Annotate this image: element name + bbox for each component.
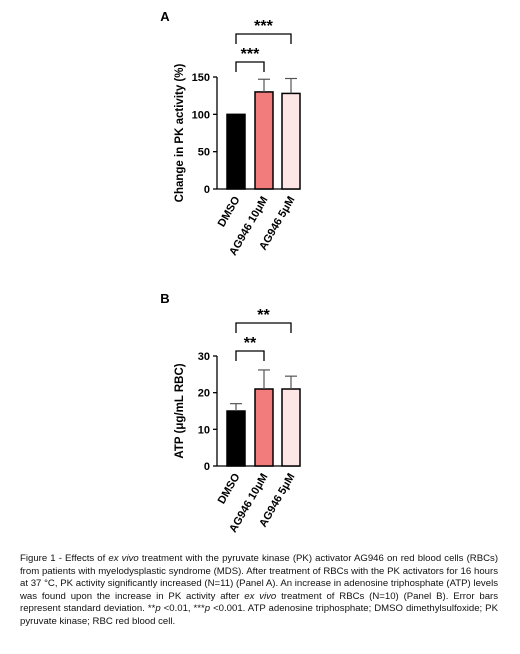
caption-text-2: treatment with the pyruvate kinase (PK) … [20, 553, 499, 602]
panel-b-label: B [160, 291, 169, 306]
panel-a-sig-bracket-1 [235, 61, 265, 72]
caption-italic-p-1: p [155, 603, 161, 615]
panel-a-sig-label-2: *** [254, 18, 273, 35]
panel-b-bar-1 [226, 410, 246, 467]
panel-a-y-tick-label: 50 [198, 147, 210, 159]
panel-a-bar-1 [226, 113, 246, 190]
panel-a-y-tick-label: 0 [204, 184, 210, 196]
panel-a-sig-bracket-2 [235, 33, 292, 44]
caption-italic-ex-vivo-2: ex vivo [244, 590, 277, 602]
panel-b-x-tick-label-1: DMSO [216, 471, 243, 506]
caption-italic-p-2: p [204, 603, 211, 615]
panel-b-bar-2 [254, 388, 274, 467]
panel-a-y-tick-label: 100 [192, 109, 210, 121]
caption-text-5: <0.001. ATP adenosine triphosphate; DMSO… [20, 603, 498, 627]
panel-b-y-tick-label: 30 [198, 351, 210, 363]
figure-caption: Figure 1 - Effects of ex vivo treatment … [20, 553, 498, 629]
panel-b-y-axis-title: ATP (μg/mL RBC) [174, 363, 186, 458]
panel-b-sig-label-2: ** [257, 307, 270, 324]
panel-b-y-tick-label: 10 [198, 424, 210, 436]
caption-italic-ex-vivo-1: ex vivo [108, 553, 139, 564]
panel-a-x-tick-label-1: DMSO [216, 194, 243, 229]
panel-a-bar-2 [254, 91, 274, 190]
panel-a-y-axis-title: Change in PK activity (%) [174, 64, 186, 203]
caption-text-4: <0.01, *** [160, 603, 205, 615]
panel-b-sig-label-1: ** [244, 335, 257, 352]
panel-b-sig-bracket-1 [235, 350, 265, 361]
caption-text-1: Figure 1 - Effects of [20, 553, 109, 564]
panel-b-sig-bracket-2 [235, 322, 292, 333]
panel-b-y-tick-label: 20 [198, 388, 210, 400]
panel-a-sig-label-1: *** [241, 46, 260, 63]
caption-text-3: treatment of RBCs (N=10) (Panel B). Erro… [20, 590, 499, 615]
panel-b-y-tick-label: 0 [204, 461, 210, 473]
panel-b-bar-3 [281, 388, 301, 467]
panel-a-y-tick-label: 150 [192, 72, 210, 84]
panel-a-label: A [160, 9, 170, 24]
panel-a-bar-3 [281, 92, 301, 190]
